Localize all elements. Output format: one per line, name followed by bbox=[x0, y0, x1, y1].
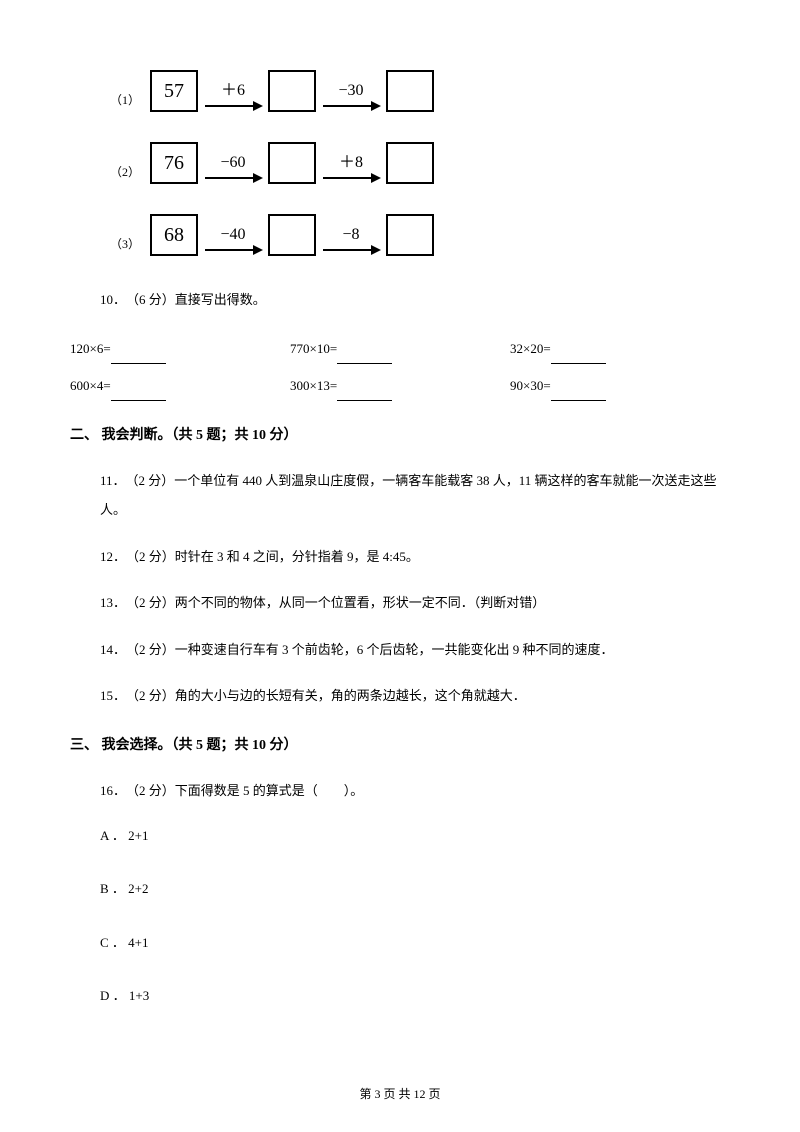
flow-row-1: （1） 57 ＋6 −30 bbox=[110, 70, 730, 112]
option-c: C ． 4+1 bbox=[100, 931, 730, 954]
blank bbox=[111, 387, 166, 401]
flow-start-box: 57 bbox=[150, 70, 198, 112]
flow-empty-box bbox=[386, 70, 434, 112]
flow-arrow: −40 bbox=[198, 216, 268, 254]
question-16: 16． （2 分）下面得数是 5 的算式是（ ）。 bbox=[100, 777, 730, 806]
question-10: 10． （6 分）直接写出得数。 bbox=[100, 286, 730, 315]
flow-arrow: −30 bbox=[316, 72, 386, 110]
calc-item: 32×20= bbox=[510, 333, 730, 364]
section-2-header: 二、 我会判断。（共 5 题；共 10 分） bbox=[70, 425, 730, 447]
calc-expr: 770×10= bbox=[290, 341, 337, 356]
flow-arrow: ＋6 bbox=[198, 72, 268, 110]
calc-row-1: 120×6= 770×10= 32×20= bbox=[70, 333, 730, 364]
flow-row-3: （3） 68 −40 −8 bbox=[110, 214, 730, 256]
flow-start-box: 76 bbox=[150, 142, 198, 184]
flow-label: （3） bbox=[110, 235, 140, 256]
q10-text: 10． （6 分）直接写出得数。 bbox=[100, 292, 266, 307]
calc-item: 770×10= bbox=[290, 333, 510, 364]
calc-expr: 120×6= bbox=[70, 341, 111, 356]
blank bbox=[337, 350, 392, 364]
question-13: 13． （2 分）两个不同的物体，从同一个位置看，形状一定不同．（判断对错） bbox=[100, 589, 730, 618]
blank bbox=[551, 350, 606, 364]
page-footer: 第 3 页 共 12 页 bbox=[0, 1085, 800, 1104]
calc-expr: 90×30= bbox=[510, 378, 551, 393]
calc-item: 600×4= bbox=[70, 370, 290, 401]
flow-arrow: −8 bbox=[316, 216, 386, 254]
blank bbox=[111, 350, 166, 364]
option-d: D ． 1+3 bbox=[100, 984, 730, 1007]
question-15: 15． （2 分）角的大小与边的长短有关，角的两条边越长，这个角就越大． bbox=[100, 682, 730, 711]
flow-arrow: −60 bbox=[198, 144, 268, 182]
calc-expr: 600×4= bbox=[70, 378, 111, 393]
blank bbox=[551, 387, 606, 401]
calc-item: 120×6= bbox=[70, 333, 290, 364]
option-b: B ． 2+2 bbox=[100, 877, 730, 900]
calc-expr: 300×13= bbox=[290, 378, 337, 393]
flow-region: （1） 57 ＋6 −30 （2） 76 −60 ＋8 （3） 68 −40 bbox=[70, 70, 730, 256]
calc-expr: 32×20= bbox=[510, 341, 551, 356]
question-11: 11． （2 分）一个单位有 440 人到温泉山庄度假，一辆客车能载客 38 人… bbox=[100, 467, 730, 524]
blank bbox=[337, 387, 392, 401]
flow-empty-box bbox=[386, 214, 434, 256]
flow-empty-box bbox=[268, 214, 316, 256]
flow-row-2: （2） 76 −60 ＋8 bbox=[110, 142, 730, 184]
flow-label: （2） bbox=[110, 163, 140, 184]
calc-item: 300×13= bbox=[290, 370, 510, 401]
question-12: 12． （2 分）时针在 3 和 4 之间，分针指着 9，是 4:45。 bbox=[100, 543, 730, 572]
flow-empty-box bbox=[268, 70, 316, 112]
flow-start-box: 68 bbox=[150, 214, 198, 256]
flow-empty-box bbox=[386, 142, 434, 184]
option-a: A ． 2+1 bbox=[100, 824, 730, 847]
calc-row-2: 600×4= 300×13= 90×30= bbox=[70, 370, 730, 401]
question-14: 14． （2 分）一种变速自行车有 3 个前齿轮，6 个后齿轮，一共能变化出 9… bbox=[100, 636, 730, 665]
flow-empty-box bbox=[268, 142, 316, 184]
section-3-header: 三、 我会选择。（共 5 题；共 10 分） bbox=[70, 735, 730, 757]
calc-item: 90×30= bbox=[510, 370, 730, 401]
flow-label: （1） bbox=[110, 91, 140, 112]
flow-arrow: ＋8 bbox=[316, 144, 386, 182]
